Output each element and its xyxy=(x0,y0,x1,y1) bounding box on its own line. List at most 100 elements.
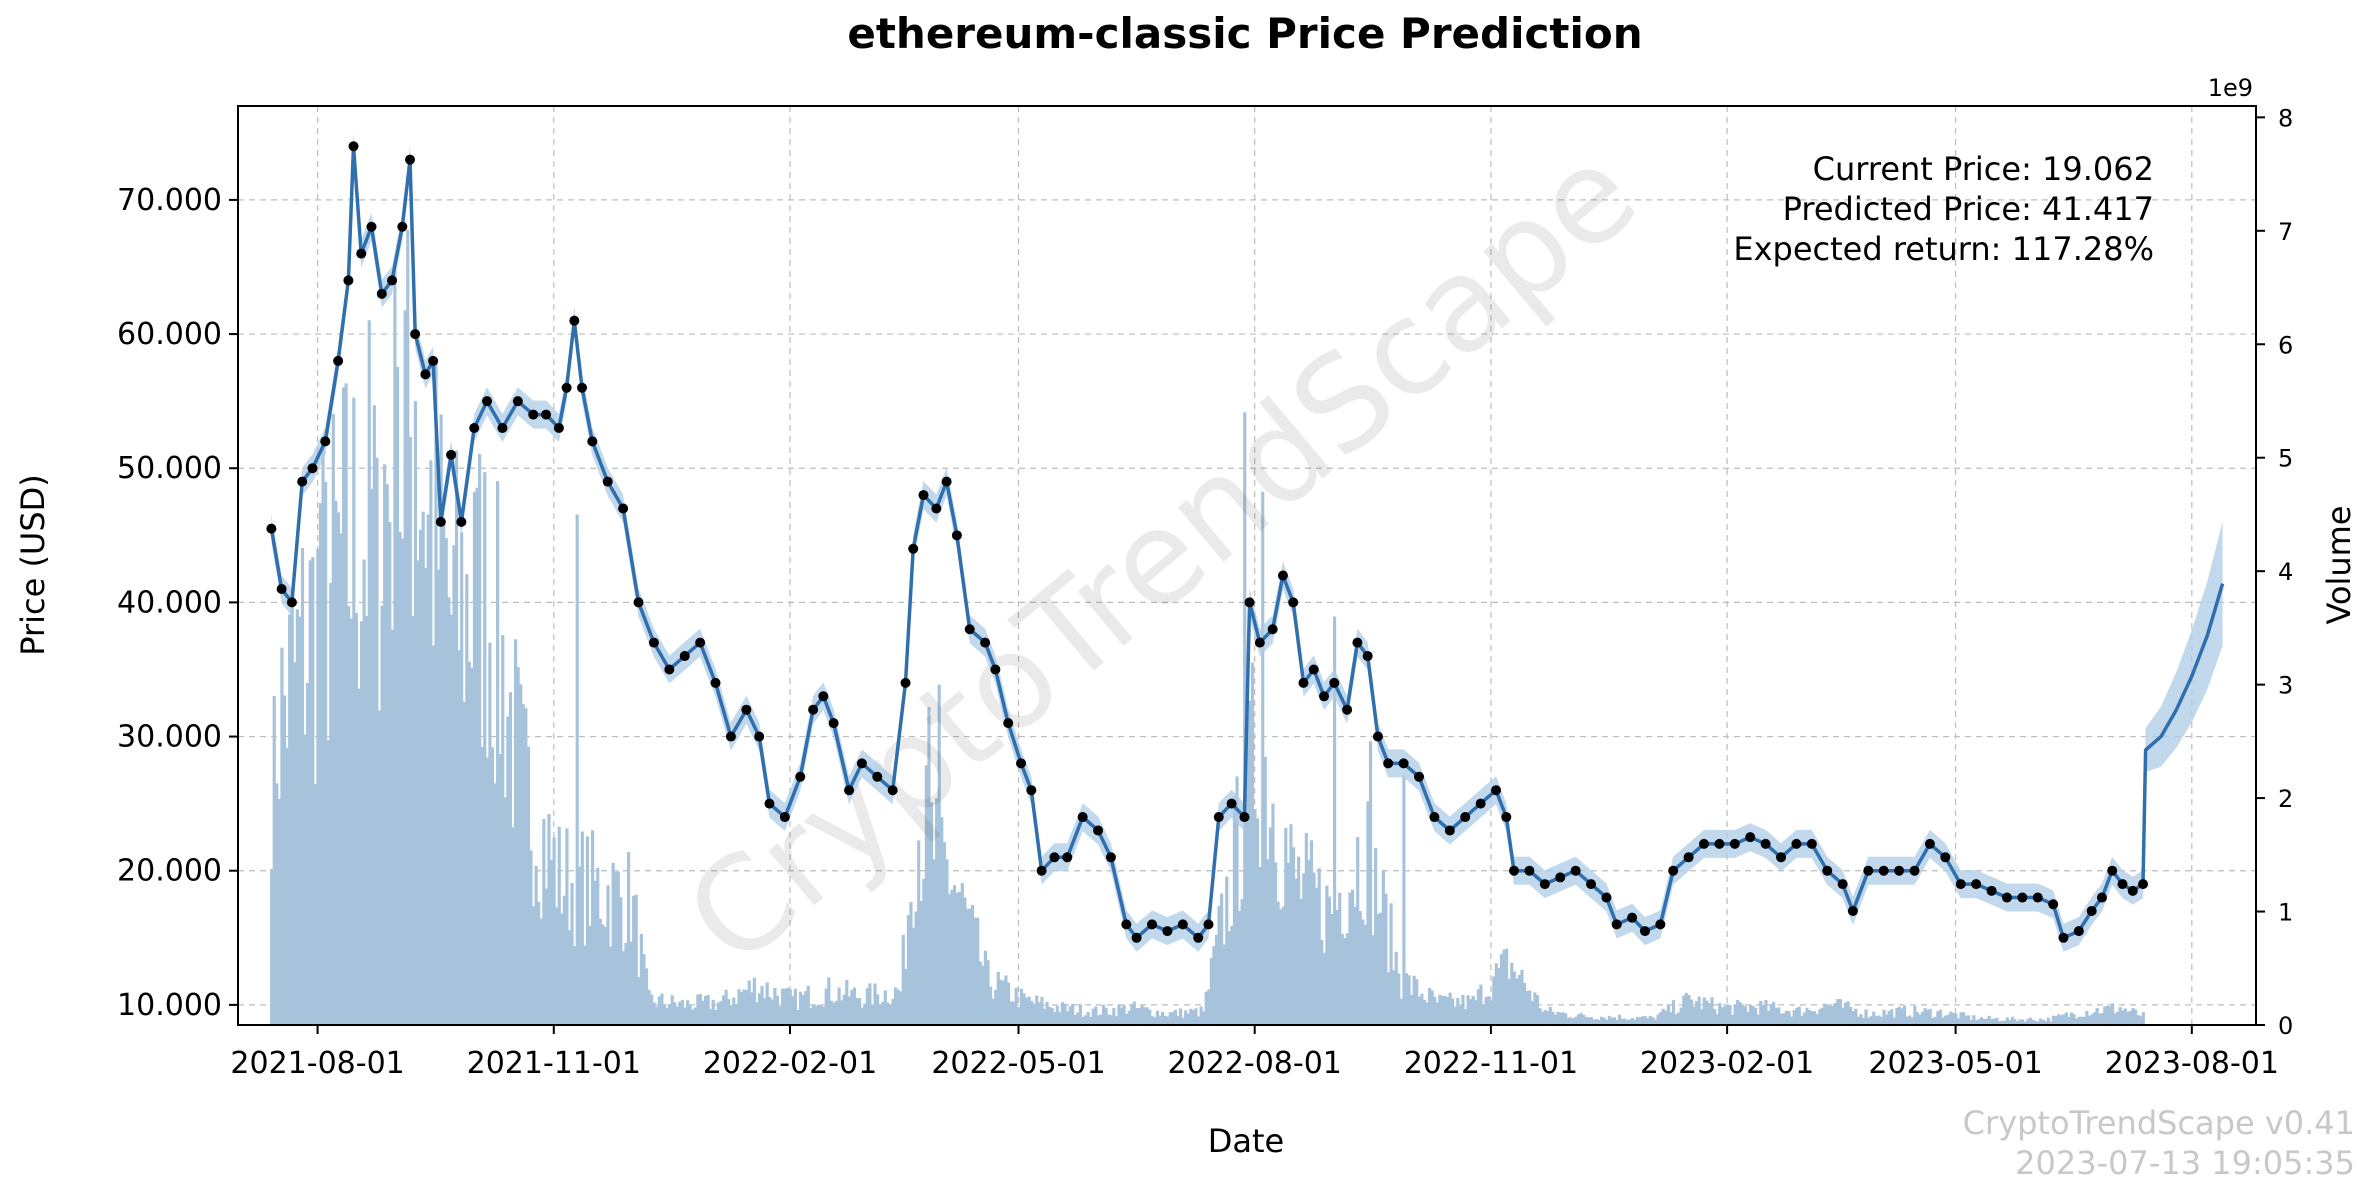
volume-bar xyxy=(1261,491,1265,1026)
volume-bar xyxy=(1463,1009,1468,1025)
volume-bar xyxy=(593,880,597,1025)
volume-bar xyxy=(729,1005,733,1025)
x-tick-label: 2022-02-01 xyxy=(703,1046,877,1081)
volume-bar xyxy=(1456,997,1460,1025)
volume-bar xyxy=(1885,1014,1889,1025)
volume-bar xyxy=(1204,991,1208,1025)
volume-bar xyxy=(673,1002,677,1025)
volume-bar xyxy=(1340,934,1344,1025)
volume-bar xyxy=(2072,1014,2076,1025)
price-point xyxy=(1791,838,1802,849)
volume-bar xyxy=(588,925,592,1025)
volume-bar xyxy=(904,968,908,1025)
price-point xyxy=(2107,865,2118,876)
volume-bar xyxy=(1291,847,1296,1025)
price-point xyxy=(679,651,690,662)
volume-bar xyxy=(1163,1015,1167,1025)
volume-bar xyxy=(1867,1017,1871,1025)
volume-bar xyxy=(601,924,605,1025)
price-point xyxy=(990,664,1001,675)
volume-bar xyxy=(1489,1000,1493,1025)
volume-bar xyxy=(1384,893,1388,1025)
volume-bar xyxy=(2000,1020,2004,1025)
volume-bar xyxy=(703,996,708,1025)
volume-bar xyxy=(706,994,710,1025)
volume-bar xyxy=(757,993,762,1025)
volume-bar xyxy=(688,1005,692,1025)
volume-bar xyxy=(1790,1016,1794,1025)
volume-bar xyxy=(1635,1016,1640,1025)
volume-bar xyxy=(1068,1006,1072,1025)
price-point xyxy=(1683,852,1694,863)
volume-bar xyxy=(570,882,574,1025)
price-point xyxy=(333,355,344,366)
volume-bar xyxy=(1030,1000,1034,1025)
price-point xyxy=(764,798,775,809)
volume-bar xyxy=(652,1002,656,1025)
volume-bar xyxy=(549,859,554,1025)
volume-bar xyxy=(816,1004,821,1025)
volume-bar xyxy=(1630,1017,1634,1025)
volume-bar xyxy=(696,994,700,1025)
volume-bar xyxy=(1248,700,1252,1025)
volume-bar xyxy=(1117,1004,1121,1025)
volume-bar xyxy=(2057,1014,2061,1025)
volume-bar xyxy=(1725,1004,1729,1025)
price-point xyxy=(469,422,480,433)
volume-bar xyxy=(1905,1016,1909,1025)
price-point xyxy=(725,731,736,742)
volume-bar xyxy=(1656,1014,1660,1025)
volume-bar xyxy=(1528,990,1532,1025)
price-point xyxy=(844,785,855,796)
volume-bar xyxy=(878,1004,882,1025)
volume-bar xyxy=(1438,994,1442,1025)
volume-bar xyxy=(1440,995,1445,1025)
volume-bar xyxy=(1802,1012,1807,1025)
volume-bar xyxy=(655,1006,659,1025)
volume-bar xyxy=(1273,862,1278,1025)
volume-bar xyxy=(1507,979,1511,1025)
volume-bar xyxy=(2077,1016,2081,1025)
volume-bar xyxy=(1638,1017,1642,1025)
volume-bar xyxy=(1225,876,1229,1025)
volume-bar xyxy=(1345,933,1350,1025)
price-point xyxy=(1244,597,1255,608)
price-point xyxy=(710,677,721,688)
volume-bar xyxy=(1710,997,1714,1025)
volume-bar xyxy=(714,1009,718,1025)
volume-bar xyxy=(2126,1011,2130,1025)
volume-bar xyxy=(498,754,502,1025)
volume-bar xyxy=(891,998,895,1025)
price-point xyxy=(1003,718,1014,729)
volume-bar xyxy=(1594,1019,1599,1025)
volume-bar xyxy=(429,460,433,1026)
volume-bar xyxy=(295,609,299,1025)
volume-bar xyxy=(963,897,967,1025)
volume-bar xyxy=(953,885,957,1025)
volume-bar xyxy=(1271,803,1275,1025)
volume-bar xyxy=(1240,899,1244,1025)
volume-bar xyxy=(1841,1007,1845,1025)
volume-bar xyxy=(1471,995,1475,1025)
y2-tick-label: 7 xyxy=(2278,218,2293,246)
volume-bar xyxy=(1882,1009,1886,1025)
volume-bar xyxy=(1556,1011,1560,1025)
volume-bar xyxy=(349,618,353,1025)
volume-bar xyxy=(1104,1007,1108,1025)
volume-bar xyxy=(642,954,646,1025)
volume-bar xyxy=(508,692,513,1025)
price-point xyxy=(2117,879,2128,890)
volume-bar xyxy=(1502,949,1506,1025)
volume-bar xyxy=(2031,1019,2035,1025)
volume-bar xyxy=(950,889,954,1025)
volume-bar xyxy=(1982,1018,1986,1025)
volume-bar xyxy=(747,980,751,1025)
price-point xyxy=(664,664,675,675)
price-point xyxy=(356,248,367,259)
volume-bar xyxy=(1363,924,1367,1025)
volume-bar xyxy=(1843,1002,1848,1025)
price-point xyxy=(1940,852,1951,863)
price-point xyxy=(1627,912,1638,923)
volume-bar xyxy=(1055,1006,1059,1025)
